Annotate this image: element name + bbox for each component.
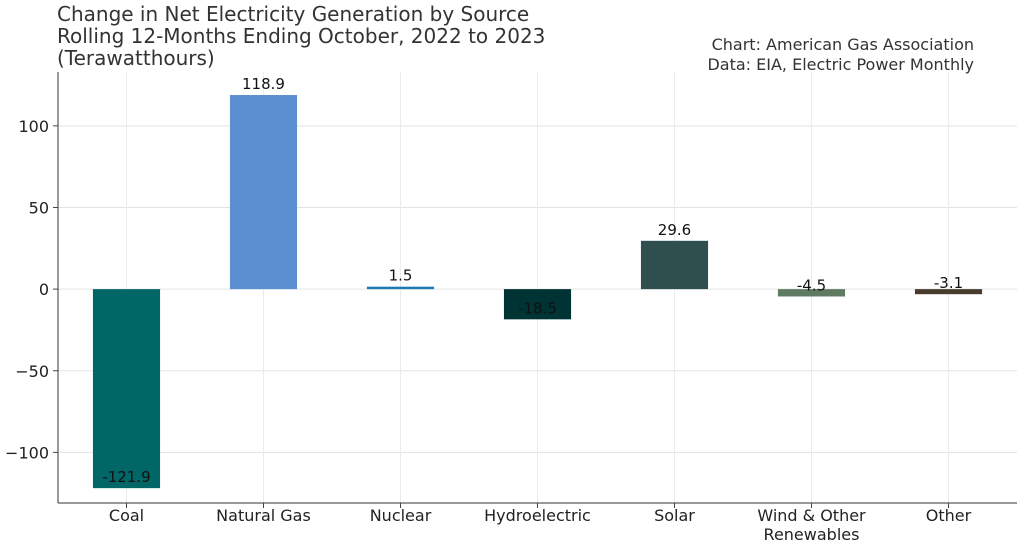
x-tick-label: Renewables xyxy=(764,525,860,544)
x-tick-label: Coal xyxy=(109,506,144,525)
data-label: 29.6 xyxy=(658,221,691,239)
y-tick-label: −100 xyxy=(5,443,49,462)
x-tick-label: Other xyxy=(926,506,972,525)
bar xyxy=(640,240,709,290)
bar xyxy=(366,286,435,290)
x-tick-label: Natural Gas xyxy=(216,506,311,525)
data-label: 118.9 xyxy=(242,75,285,93)
chart-title-line-1: Change in Net Electricity Generation by … xyxy=(57,2,530,26)
x-tick-label: Hydroelectric xyxy=(484,506,591,525)
chart-source-line-1: Chart: American Gas Association xyxy=(711,35,974,54)
bar xyxy=(914,289,983,295)
chart-source-line-2: Data: EIA, Electric Power Monthly xyxy=(707,55,974,74)
bar xyxy=(503,289,572,320)
bar xyxy=(92,289,161,489)
y-tick-label: 0 xyxy=(39,280,49,299)
x-tick-label: Nuclear xyxy=(370,506,432,525)
x-tick-label: Wind & Other xyxy=(757,506,866,525)
y-tick-label: −50 xyxy=(15,362,49,381)
chart-title-line-3: (Terawatthours) xyxy=(57,46,215,70)
chart-source: Chart: American Gas Association Data: EI… xyxy=(707,35,974,75)
chart-title-line-2: Rolling 12-Months Ending October, 2022 t… xyxy=(57,24,546,48)
chart-title: Change in Net Electricity Generation by … xyxy=(57,3,545,69)
data-label: -3.1 xyxy=(934,274,963,292)
bar xyxy=(229,95,298,290)
y-tick-label: 100 xyxy=(18,117,49,136)
bar xyxy=(777,289,846,297)
data-label: -4.5 xyxy=(797,276,826,294)
data-label: -121.9 xyxy=(102,468,150,486)
data-label: -18.5 xyxy=(518,299,557,317)
data-label: 1.5 xyxy=(389,267,413,285)
x-tick-label: Solar xyxy=(654,506,695,525)
y-tick-label: 50 xyxy=(29,199,49,218)
